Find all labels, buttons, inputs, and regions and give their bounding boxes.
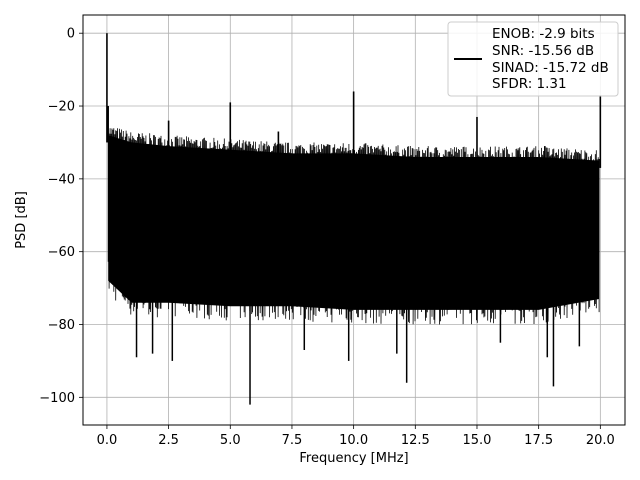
x-axis-label: Frequency [MHz] bbox=[299, 451, 408, 466]
psd-trace bbox=[107, 128, 600, 325]
legend-line-sinad: SINAD: -15.72 dB bbox=[492, 60, 609, 76]
x-tick-label: 12.5 bbox=[401, 433, 430, 448]
legend: ENOB: -2.9 bits SNR: -15.56 dB SINAD: -1… bbox=[447, 21, 619, 97]
y-tick-label: −60 bbox=[48, 245, 75, 260]
y-tick-label: −100 bbox=[39, 391, 75, 406]
plot-area bbox=[106, 33, 602, 405]
x-tick-label: 15.0 bbox=[463, 433, 492, 448]
y-tick-label: −20 bbox=[48, 100, 75, 115]
x-tick-label: 0.0 bbox=[97, 433, 118, 448]
x-tick-label: 20.0 bbox=[586, 433, 615, 448]
legend-box bbox=[447, 21, 619, 97]
y-tick-label: −80 bbox=[48, 318, 75, 333]
y-tick-label: 0 bbox=[67, 27, 75, 42]
x-tick-label: 10.0 bbox=[339, 433, 368, 448]
x-tick-label: 17.5 bbox=[524, 433, 553, 448]
x-tick-label: 2.5 bbox=[158, 433, 179, 448]
axes-frame bbox=[82, 14, 626, 426]
x-tick-label: 7.5 bbox=[282, 433, 303, 448]
legend-line-sfdr: SFDR: 1.31 bbox=[492, 76, 567, 92]
y-axis-label: PSD [dB] bbox=[14, 191, 29, 249]
legend-line-enob: ENOB: -2.9 bits bbox=[492, 26, 595, 42]
x-tick-label: 5.0 bbox=[220, 433, 241, 448]
y-tick-label: −40 bbox=[48, 172, 75, 187]
axis-ticks: 0.0 2.5 5.0 7.5 10.0 12.5 15.0 17.5 20.0 0 −20 −40 −… bbox=[39, 27, 615, 448]
legend-line-snr: SNR: -15.56 dB bbox=[492, 43, 594, 59]
